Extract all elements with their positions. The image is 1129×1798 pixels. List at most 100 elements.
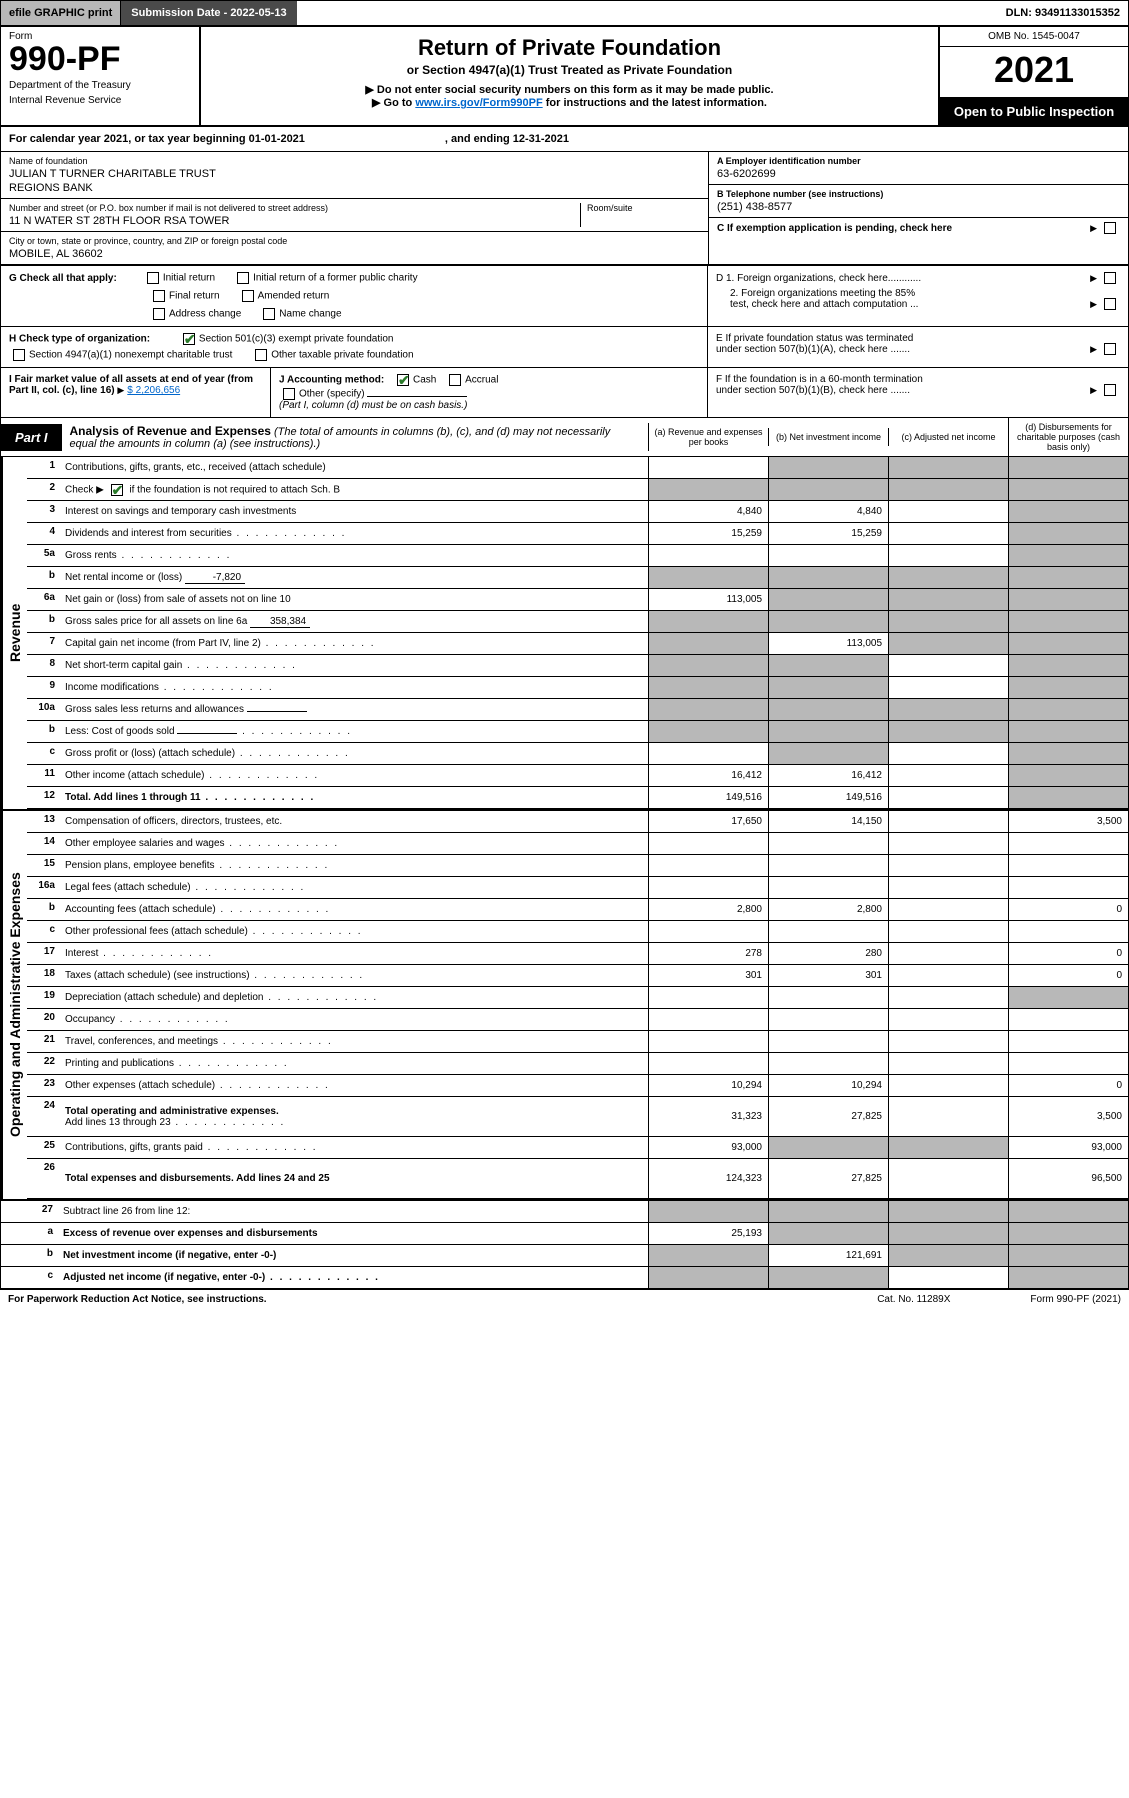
line-16b-desc: Accounting fees (attach schedule): [61, 901, 648, 918]
d1-label: D 1. Foreign organizations, check here..…: [716, 273, 1090, 284]
tax-year: 2021: [940, 47, 1128, 98]
exemption-cell: C If exemption application is pending, c…: [709, 218, 1128, 238]
col-c-header: (c) Adjusted net income: [888, 428, 1008, 446]
line-22-desc: Printing and publications: [61, 1055, 648, 1072]
line-21-desc: Travel, conferences, and meetings: [61, 1033, 648, 1050]
cal-end: , and ending 12-31-2021: [445, 133, 569, 145]
e-checkbox[interactable]: [1104, 343, 1116, 355]
line-4-desc: Dividends and interest from securities: [61, 525, 648, 542]
form990pf-link[interactable]: www.irs.gov/Form990PF: [415, 97, 542, 109]
line-25-no: 25: [27, 1137, 61, 1154]
line-23-a: 10,294: [648, 1075, 768, 1096]
line-17-no: 17: [27, 943, 61, 960]
g-name-checkbox[interactable]: [263, 308, 275, 320]
j-block: J Accounting method: Cash Accrual Other …: [271, 368, 708, 417]
d2-checkbox[interactable]: [1104, 298, 1116, 310]
j-other-checkbox[interactable]: [283, 388, 295, 400]
line-17-a: 278: [648, 943, 768, 964]
line-13-a: 17,650: [648, 811, 768, 832]
g-opt-4: Address change: [169, 309, 241, 320]
line-3-desc: Interest on savings and temporary cash i…: [61, 503, 648, 520]
j-accrual: Accrual: [465, 375, 498, 386]
line-5b-desc: Net rental income or (loss) -7,820: [61, 569, 648, 587]
line-27-desc: Subtract line 26 from line 12:: [59, 1203, 648, 1220]
line-11-desc: Other income (attach schedule): [61, 767, 648, 784]
line-6b-no: b: [27, 611, 61, 628]
h-opt-2: Section 4947(a)(1) nonexempt charitable …: [29, 350, 232, 361]
g-block: G Check all that apply: Initial return I…: [1, 266, 708, 326]
form-ref: Form 990-PF (2021): [1030, 1294, 1121, 1305]
instr-pre: ▶ Go to: [372, 97, 415, 109]
line-15-desc: Pension plans, employee benefits: [61, 857, 648, 874]
schb-checkbox[interactable]: [111, 484, 123, 496]
ein-value: 63-6202699: [717, 168, 1120, 180]
open-public-badge: Open to Public Inspection: [940, 98, 1128, 125]
f-block: F If the foundation is in a 60-month ter…: [708, 368, 1128, 417]
f-checkbox[interactable]: [1104, 384, 1116, 396]
j-accrual-checkbox[interactable]: [449, 374, 461, 386]
line-3-no: 3: [27, 501, 61, 518]
c-label: C If exemption application is pending, c…: [717, 223, 1090, 234]
g-final-checkbox[interactable]: [153, 290, 165, 302]
form-number-block: Form 990-PF Department of the Treasury I…: [1, 27, 201, 125]
page-footer: For Paperwork Reduction Act Notice, see …: [0, 1290, 1129, 1309]
g-amended-checkbox[interactable]: [242, 290, 254, 302]
foundation-name-cell: Name of foundation JULIAN T TURNER CHARI…: [1, 152, 708, 199]
arrow-icon: [117, 385, 127, 396]
address-cell: Number and street (or P.O. box number if…: [1, 199, 708, 232]
g-initial-checkbox[interactable]: [147, 272, 159, 284]
name-label: Name of foundation: [9, 156, 700, 166]
line-11-a: 16,412: [648, 765, 768, 786]
form-header: Form 990-PF Department of the Treasury I…: [1, 27, 1128, 127]
d1-checkbox[interactable]: [1104, 272, 1116, 284]
form-title-block: Return of Private Foundation or Section …: [201, 27, 938, 125]
irs-label: Internal Revenue Service: [9, 95, 191, 106]
c-checkbox[interactable]: [1104, 222, 1116, 234]
addr-label: Number and street (or P.O. box number if…: [9, 203, 580, 213]
paperwork-notice: For Paperwork Reduction Act Notice, see …: [8, 1294, 267, 1305]
fmv-link[interactable]: $ 2,206,656: [127, 385, 180, 396]
h-501c3-checkbox[interactable]: [183, 333, 195, 345]
line-14-desc: Other employee salaries and wages: [61, 835, 648, 852]
line-21-no: 21: [27, 1031, 61, 1048]
line-1-no: 1: [27, 457, 61, 474]
efile-print-label[interactable]: efile GRAPHIC print: [1, 1, 121, 25]
f2-label: under section 507(b)(1)(B), check here .…: [716, 385, 1090, 396]
line-6a-no: 6a: [27, 589, 61, 606]
line-18-b: 301: [768, 965, 888, 986]
i-block: I Fair market value of all assets at end…: [1, 368, 271, 417]
d-block: D 1. Foreign organizations, check here..…: [708, 266, 1128, 326]
line-13-b: 14,150: [768, 811, 888, 832]
h-4947-checkbox[interactable]: [13, 349, 25, 361]
h-opt-3: Other taxable private foundation: [271, 350, 413, 361]
line-14-no: 14: [27, 833, 61, 850]
j-note: (Part I, column (d) must be on cash basi…: [279, 400, 699, 411]
arrow-icon: [1090, 385, 1100, 396]
line-5a-no: 5a: [27, 545, 61, 562]
line-16a-desc: Legal fees (attach schedule): [61, 879, 648, 896]
line-7-desc: Capital gain net income (from Part IV, l…: [61, 635, 648, 652]
line-10a-desc: Gross sales less returns and allowances: [61, 701, 648, 718]
j-cash-checkbox[interactable]: [397, 374, 409, 386]
part1-badge: Part I: [1, 424, 62, 451]
line-12-desc: Total. Add lines 1 through 11: [61, 789, 648, 806]
line-20-no: 20: [27, 1009, 61, 1026]
g-initial-public-checkbox[interactable]: [237, 272, 249, 284]
g-address-checkbox[interactable]: [153, 308, 165, 320]
e1-label: E If private foundation status was termi…: [716, 333, 1090, 344]
line-5b-no: b: [27, 567, 61, 584]
g-opt-1: Initial return of a former public charit…: [253, 273, 418, 284]
line-13-no: 13: [27, 811, 61, 828]
line-19-desc: Depreciation (attach schedule) and deple…: [61, 989, 648, 1006]
line-10b-desc: Less: Cost of goods sold: [61, 723, 648, 740]
i-j-f-row: I Fair market value of all assets at end…: [1, 367, 1128, 418]
line-25-desc: Contributions, gifts, grants paid: [61, 1139, 648, 1156]
h-other-checkbox[interactable]: [255, 349, 267, 361]
g-opt-2: Final return: [169, 291, 220, 302]
line-23-no: 23: [27, 1075, 61, 1092]
form-number: 990-PF: [9, 42, 191, 76]
line-27-section: 27Subtract line 26 from line 12: aExcess…: [1, 1199, 1128, 1289]
arrow-icon: [1090, 223, 1100, 234]
line-24-no: 24: [27, 1097, 61, 1114]
ein-label: A Employer identification number: [717, 156, 1120, 166]
